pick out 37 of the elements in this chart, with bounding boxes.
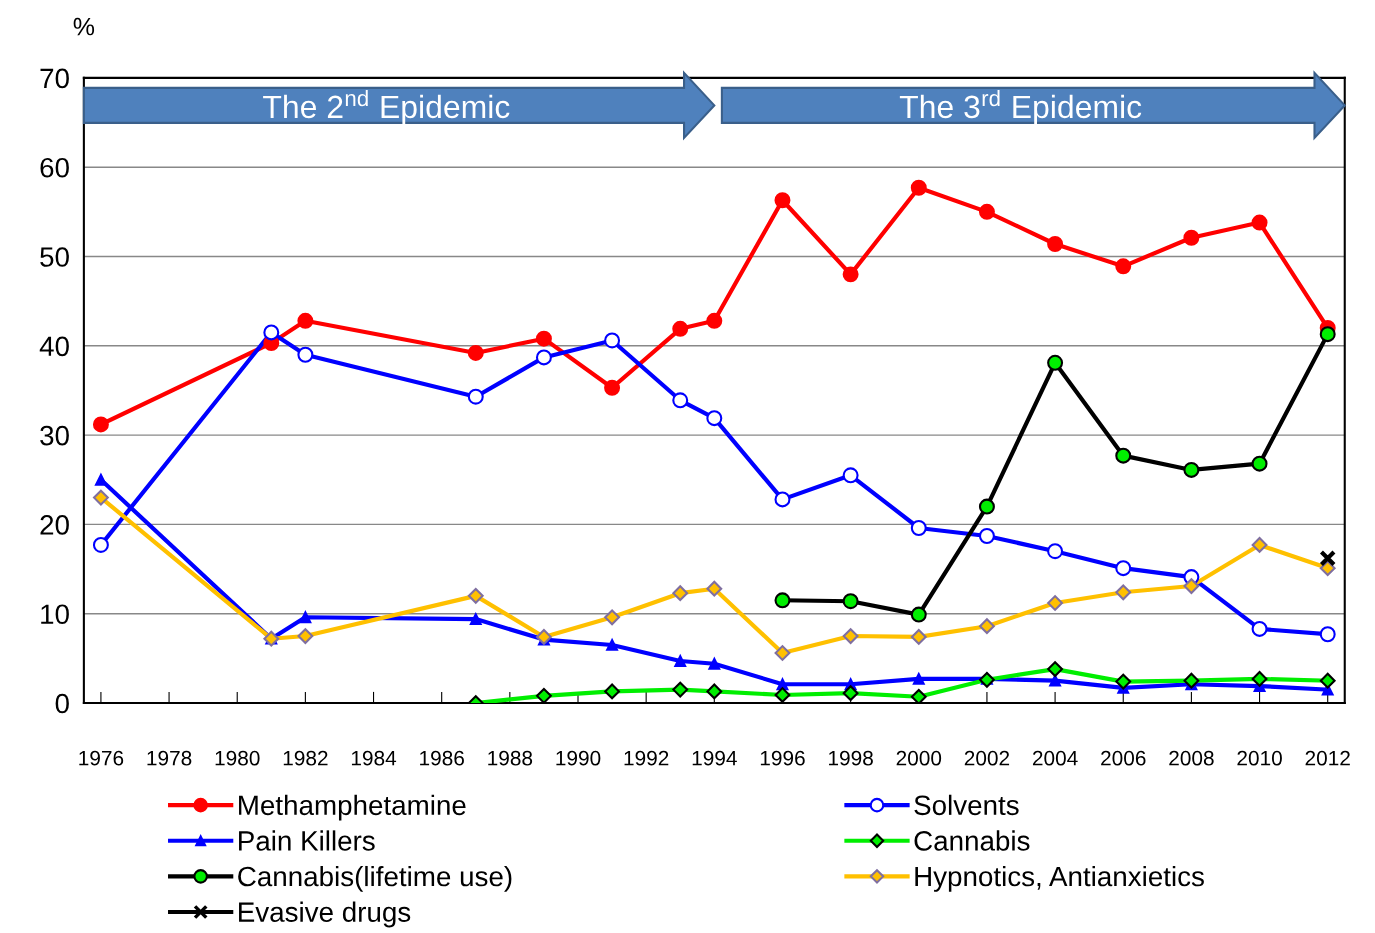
x-tick-label: 2008 bbox=[1169, 750, 1214, 766]
y-tick-label: 0 bbox=[55, 693, 69, 714]
x-tick-label: 1998 bbox=[829, 750, 873, 766]
x-tick-label: 1978 bbox=[147, 750, 192, 766]
x-tick-label: 1982 bbox=[283, 750, 328, 766]
x-tick-label: 1996 bbox=[760, 750, 805, 766]
legend-label: Cannabis(lifetime use) bbox=[238, 865, 512, 892]
legend-label: Evasive drugs bbox=[239, 901, 411, 928]
x-tick-label: 1986 bbox=[420, 750, 464, 766]
y-tick-label: 30 bbox=[40, 425, 69, 446]
legend-label: Pain Killers bbox=[239, 830, 375, 851]
y-tick-label: 50 bbox=[40, 247, 69, 267]
x-tick-label: 2012 bbox=[1305, 750, 1350, 766]
y-axis-title: % bbox=[73, 17, 95, 36]
x-tick-label: 1994 bbox=[692, 750, 737, 766]
x-tick-label: 1992 bbox=[624, 750, 669, 766]
x-tick-label: 1988 bbox=[488, 750, 533, 766]
y-tick-label: 40 bbox=[39, 336, 69, 357]
y-tick-label: 60 bbox=[40, 157, 69, 178]
x-tick-label: 1984 bbox=[351, 750, 397, 766]
y-tick-label: 20 bbox=[40, 515, 69, 535]
x-tick-label: 2006 bbox=[1101, 750, 1146, 766]
x-tick-label: 1990 bbox=[556, 750, 601, 766]
x-tick-label: 1976 bbox=[79, 750, 124, 766]
y-tick-label: 70 bbox=[40, 68, 69, 89]
legend-label: Cannabis bbox=[914, 830, 1030, 851]
x-tick-label: 2004 bbox=[1032, 750, 1078, 766]
x-tick-label: 2010 bbox=[1237, 750, 1282, 766]
x-tick-label: 1980 bbox=[215, 750, 260, 766]
x-tick-label: 2002 bbox=[964, 750, 1010, 766]
legend-label: Methamphetamine bbox=[239, 794, 466, 821]
x-tick-label: 2000 bbox=[896, 750, 942, 766]
annotation: The 3$^{rd}$ Epidemic bbox=[899, 89, 1142, 125]
legend-label: Solvents bbox=[914, 794, 1019, 816]
legend-label: Hypnotics, Antianxietics bbox=[915, 865, 1204, 892]
annotation: The 2$^{nd}$ Epidemic bbox=[263, 89, 510, 125]
y-tick-label: 10 bbox=[41, 604, 69, 625]
